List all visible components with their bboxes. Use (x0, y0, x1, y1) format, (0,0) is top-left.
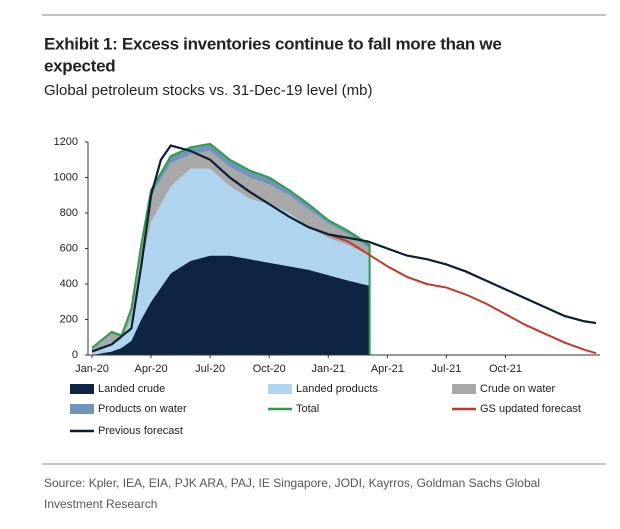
area (92, 150, 370, 354)
legend-swatch (70, 404, 94, 414)
x-tick-label: Jul-20 (195, 363, 225, 375)
legend-label: Landed products (296, 383, 378, 395)
x-tick-label: Jul-21 (431, 363, 461, 375)
x-tick-label: Apr-21 (371, 363, 404, 375)
y-tick-label: 400 (60, 278, 78, 290)
legend-label: Products on water (98, 403, 187, 415)
legend-swatch (70, 384, 94, 394)
y-tick-label: 0 (72, 349, 78, 361)
x-tick-label: Jan-20 (75, 363, 109, 375)
chart-subtitle: Global petroleum stocks vs. 31-Dec-19 le… (44, 82, 372, 99)
area (92, 168, 370, 355)
legend-swatch (268, 384, 292, 394)
y-tick-label: 1200 (54, 136, 78, 148)
y-tick-label: 200 (60, 313, 78, 325)
legend-label: Total (296, 403, 319, 415)
y-tick-label: 600 (60, 242, 78, 254)
x-tick-label: Oct-20 (253, 363, 286, 375)
line (91, 142, 371, 355)
source: Source: Kpler, IEA, EIA, PJK ARA, PAJ, I… (44, 476, 540, 490)
y-tick-label: 800 (60, 207, 78, 219)
chart-title: Exhibit 1: Excess inventories continue t… (44, 34, 501, 53)
x-tick-label: Jan-21 (311, 363, 345, 375)
x-tick-label: Oct-21 (489, 363, 522, 375)
legend-label: Landed crude (98, 383, 165, 395)
legend-label: GS updated forecast (480, 403, 581, 415)
legend-swatch (452, 384, 476, 394)
chart-title: expected (44, 56, 115, 75)
legend-label: Previous forecast (98, 425, 183, 437)
x-tick-label: Apr-20 (135, 363, 168, 375)
legend-label: Crude on water (480, 383, 556, 395)
area (92, 255, 370, 355)
line (327, 233, 597, 355)
y-tick-label: 1000 (54, 171, 78, 183)
line (91, 144, 597, 353)
source: Investment Research (44, 497, 157, 511)
